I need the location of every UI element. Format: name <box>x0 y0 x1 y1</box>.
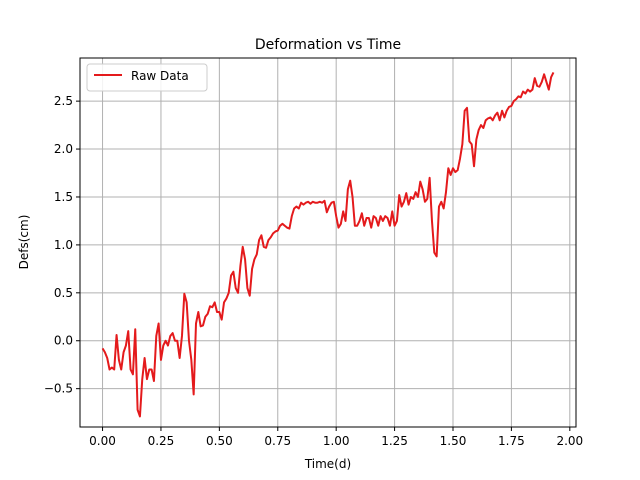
chart-title: Deformation vs Time <box>255 37 401 53</box>
x-tick-label: 2.00 <box>556 434 583 448</box>
x-tick-label: 0.50 <box>206 434 233 448</box>
y-tick-label: 2.0 <box>54 142 73 156</box>
axes-frame <box>79 57 577 428</box>
y-tick-label: 1.5 <box>54 190 73 204</box>
y-axis-label: Defs(cm) <box>17 215 31 270</box>
x-axis-label: Time(d) <box>304 457 351 471</box>
x-tick-label: 1.25 <box>381 434 408 448</box>
x-axis-ticks: 0.00 0.25 0.50 0.75 1.00 1.25 1.50 1.75 2.00 <box>89 427 583 448</box>
plot-area <box>101 71 555 418</box>
x-tick-label: 0.75 <box>264 434 291 448</box>
y-tick-label: −0.5 <box>44 382 73 396</box>
y-tick-label: 1.0 <box>54 238 73 252</box>
legend-box <box>86 63 208 92</box>
x-tick-label: 1.50 <box>440 434 467 448</box>
legend-label: Raw Data <box>131 69 189 83</box>
y-axis-ticks: −0.5 0.0 0.5 1.0 1.5 2.0 2.5 <box>44 94 80 396</box>
x-tick-label: 0.25 <box>148 434 175 448</box>
y-tick-label: 2.5 <box>54 94 73 108</box>
y-tick-label: 0.5 <box>54 286 73 300</box>
x-tick-label: 1.75 <box>498 434 525 448</box>
series-line-raw-data <box>101 71 555 418</box>
x-tick-label: 1.00 <box>323 434 350 448</box>
grid-lines <box>80 58 576 427</box>
legend: Raw Data <box>86 63 208 92</box>
y-tick-label: 0.0 <box>54 334 73 348</box>
x-tick-label: 0.00 <box>89 434 116 448</box>
